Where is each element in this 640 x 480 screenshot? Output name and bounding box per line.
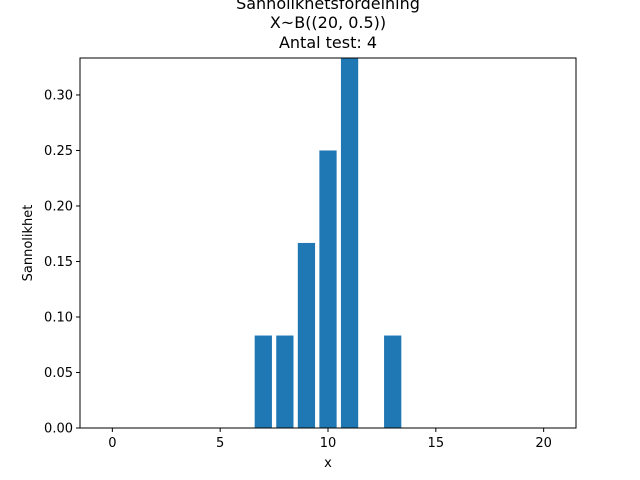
x-tick-label: 20 xyxy=(535,436,552,451)
chart-title: Sannolikhetsfördelning X~B((20, 0.5)) An… xyxy=(236,0,420,52)
x-tick-label: 5 xyxy=(216,436,224,451)
bars-layer xyxy=(254,58,402,428)
bar-x-11 xyxy=(340,58,359,428)
y-axis-label: Sannolikhet xyxy=(21,205,36,282)
bar-x-13 xyxy=(384,335,402,428)
bar-x-8 xyxy=(276,335,294,428)
y-tick-label: 0.10 xyxy=(44,310,73,325)
y-tick-label: 0.05 xyxy=(44,366,73,381)
x-tick-label: 15 xyxy=(428,436,445,451)
x-tick-label: 0 xyxy=(108,436,116,451)
x-tick-label: 10 xyxy=(320,436,337,451)
chart-title-line-1: Sannolikhetsfördelning xyxy=(236,0,420,13)
y-tick-label: 0.25 xyxy=(44,144,73,159)
x-axis-ticks: 0 5 10 15 20 xyxy=(108,428,552,451)
chart-title-line-2: X~B((20, 0.5)) xyxy=(270,13,386,32)
bar-x-9 xyxy=(297,242,316,428)
y-axis-ticks: 0.00 0.05 0.10 0.15 0.20 0.25 0.30 xyxy=(44,88,80,437)
y-tick-label: 0.30 xyxy=(44,88,73,103)
plot-frame xyxy=(79,57,577,429)
y-tick-label: 0.20 xyxy=(44,199,73,214)
bar-x-7 xyxy=(254,335,272,428)
y-tick-label: 0.15 xyxy=(44,255,73,270)
bar-x-10 xyxy=(319,150,337,428)
y-tick-label: 0.00 xyxy=(44,422,73,437)
chart-title-line-3: Antal test: 4 xyxy=(279,33,377,52)
x-axis-label: x xyxy=(324,456,332,471)
